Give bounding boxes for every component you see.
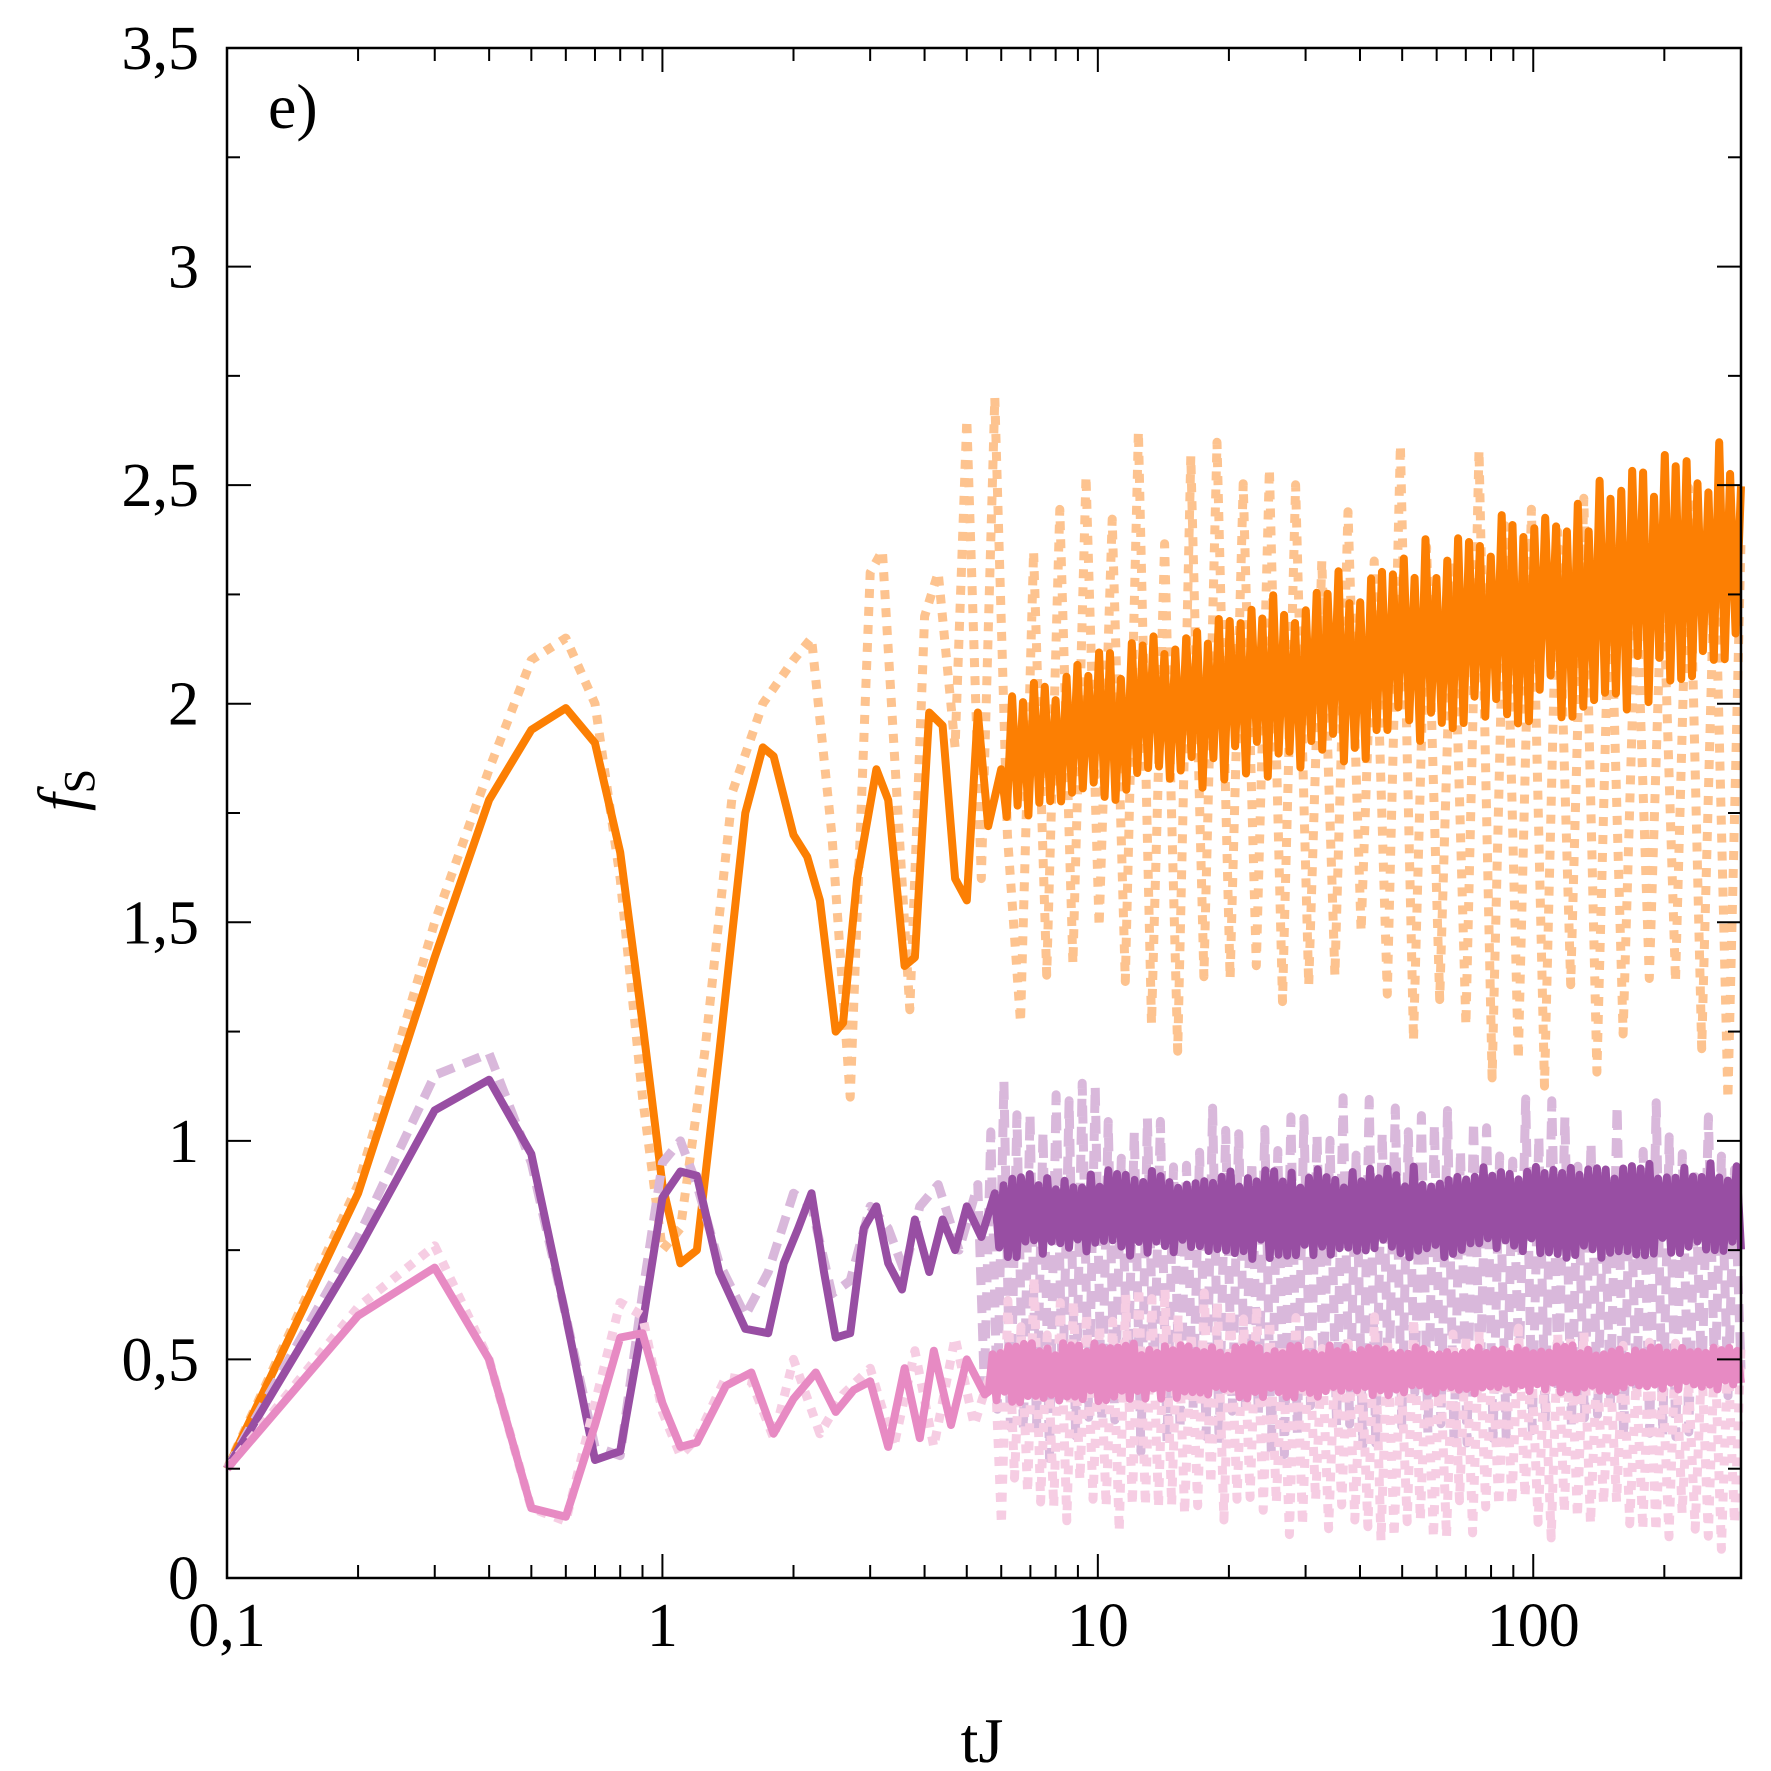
x-tick-label: 10	[1067, 1592, 1129, 1660]
tick-layer: 0 0,5 1 1,5 2 2,5 3 3,5 0,1 1 10 100	[122, 15, 1742, 1660]
series-line-2-solid	[223, 438, 1745, 1471]
y-tick-label: 2	[168, 671, 199, 739]
y-tick-label: 1	[168, 1108, 199, 1176]
series-layer	[222, 393, 1746, 1554]
x-tick-label: 100	[1487, 1592, 1580, 1660]
y-axis-label: fS	[25, 769, 104, 811]
svg-text:fS: fS	[25, 769, 104, 811]
panel-label: e)	[268, 71, 318, 142]
x-axis-label: tJ	[961, 1705, 1004, 1771]
y-tick-label: 0,5	[122, 1326, 200, 1394]
x-tick-label: 1	[647, 1592, 678, 1660]
series-line-6-solid	[223, 1263, 1745, 1521]
series-line-5-dotted	[223, 1241, 1746, 1554]
x-tick-label: 0,1	[188, 1592, 266, 1660]
series-line-3-dashed	[223, 1048, 1746, 1471]
y-tick-label: 1,5	[122, 889, 200, 957]
y-tick-label: 2,5	[122, 452, 200, 520]
series-line-4-solid	[223, 1075, 1745, 1471]
y-axis-label-sub: S	[55, 769, 104, 793]
y-tick-label: 0	[168, 1545, 199, 1613]
y-tick-label: 3	[168, 234, 199, 302]
y-tick-label: 3,5	[122, 15, 200, 83]
